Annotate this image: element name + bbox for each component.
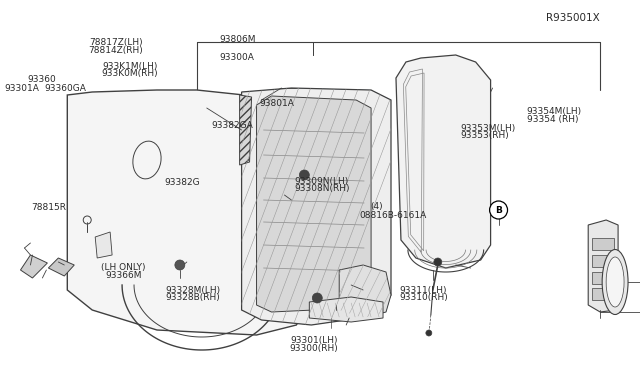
Text: 93301A: 93301A [4,84,39,93]
Polygon shape [49,258,74,276]
Ellipse shape [606,257,624,307]
Text: (4): (4) [371,202,383,211]
Polygon shape [592,238,614,250]
Polygon shape [67,90,311,335]
Polygon shape [95,232,112,258]
Circle shape [426,330,432,336]
Polygon shape [241,88,391,325]
Polygon shape [592,288,614,300]
Polygon shape [588,220,618,312]
Text: 933K1M(LH): 933K1M(LH) [102,62,157,71]
Text: 93353(RH): 93353(RH) [460,131,509,140]
Polygon shape [257,96,371,312]
Text: 78814Z(RH): 78814Z(RH) [89,46,143,55]
Text: 93301(LH): 93301(LH) [290,336,337,345]
Text: 93382GA: 93382GA [211,121,253,130]
Polygon shape [20,255,47,278]
Text: 93360GA: 93360GA [44,84,86,93]
Text: 93311(LH): 93311(LH) [399,286,447,295]
Polygon shape [592,272,614,284]
Polygon shape [241,88,391,325]
Text: 933K0M(RH): 933K0M(RH) [102,69,158,78]
Text: 93328M(LH): 93328M(LH) [165,286,220,295]
Text: 08816B-6161A: 08816B-6161A [360,211,427,219]
Text: 78815R: 78815R [31,203,67,212]
Circle shape [490,201,508,219]
Circle shape [434,258,442,266]
Ellipse shape [602,250,628,314]
Text: 93354 (RH): 93354 (RH) [527,115,578,124]
Text: 93806M: 93806M [219,35,255,44]
Text: 93360: 93360 [28,76,56,84]
Text: 93300A: 93300A [220,53,255,62]
Text: R935001X: R935001X [546,13,600,23]
Text: 93382G: 93382G [164,178,200,187]
Polygon shape [309,297,383,322]
Text: 93366M: 93366M [106,271,142,280]
Text: B: B [495,205,502,215]
Polygon shape [339,265,391,318]
Circle shape [300,170,309,180]
Text: 93310(RH): 93310(RH) [399,293,447,302]
Text: 93300(RH): 93300(RH) [289,344,338,353]
Text: 93353M(LH): 93353M(LH) [460,124,515,133]
Circle shape [175,260,185,270]
Polygon shape [396,55,491,268]
Text: 93354M(LH): 93354M(LH) [527,107,582,116]
Text: (LH ONLY): (LH ONLY) [101,263,146,272]
Text: 93309N(LH): 93309N(LH) [294,177,349,186]
Text: 78817Z(LH): 78817Z(LH) [89,38,143,47]
Text: 93308N(RH): 93308N(RH) [294,185,350,193]
Polygon shape [592,255,614,267]
Polygon shape [339,265,391,318]
Polygon shape [239,95,252,165]
Text: 93801A: 93801A [259,99,294,108]
Circle shape [312,293,323,303]
Text: 93328B(RH): 93328B(RH) [165,293,220,302]
